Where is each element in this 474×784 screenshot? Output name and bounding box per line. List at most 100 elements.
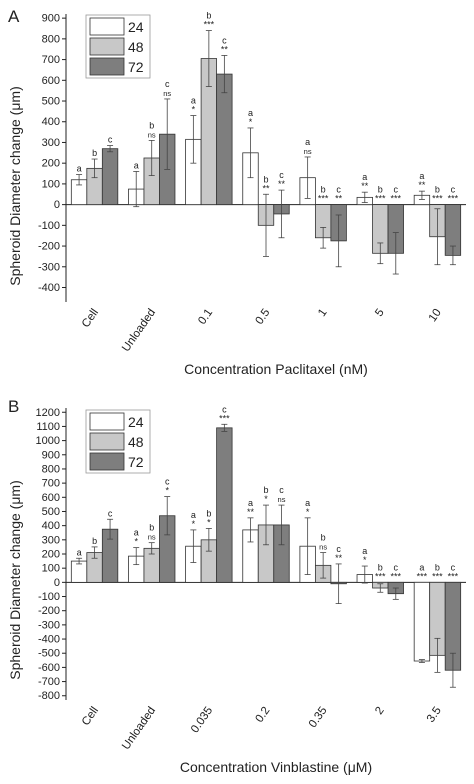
- y-tick-label: 800: [42, 33, 60, 45]
- significance-label: *: [207, 517, 211, 527]
- significance-label: ***: [375, 194, 386, 204]
- significance-label: *: [306, 507, 310, 517]
- y-tick-label: 200: [42, 549, 60, 561]
- group-letter: a: [191, 510, 196, 520]
- significance-label: **: [262, 183, 270, 193]
- legend-swatch-48: [89, 37, 125, 56]
- significance-label: ***: [391, 571, 402, 581]
- y-tick-label: 900: [42, 13, 60, 25]
- group-letter: b: [263, 485, 268, 495]
- group-letter: b: [321, 533, 326, 543]
- legend-label-72: 72: [128, 454, 144, 470]
- group-letter: c: [336, 185, 341, 195]
- panel-b-bars: [70, 423, 462, 688]
- panel-b-ylabel: Spheroid Diameter change (μm): [7, 480, 23, 680]
- y-tick-label: 1200: [36, 407, 60, 419]
- x-tick-label: 1: [316, 307, 330, 319]
- group-letter: c: [108, 135, 113, 145]
- y-tick-label: -400: [38, 634, 60, 646]
- group-letter: c: [279, 170, 284, 180]
- group-letter: a: [305, 498, 310, 508]
- y-tick-label: -300: [38, 261, 60, 273]
- group-letter: a: [134, 160, 139, 170]
- y-tick-label: -100: [38, 591, 60, 603]
- significance-label: ns: [278, 495, 286, 504]
- significance-label: ***: [204, 20, 215, 30]
- group-letter: b: [206, 11, 211, 21]
- legend-label-24: 24: [128, 414, 144, 430]
- panel-a-xlabel: Concentration Paclitaxel (nM): [184, 361, 368, 377]
- legend-swatch-24: [89, 412, 125, 431]
- y-tick-label: -300: [38, 619, 60, 631]
- y-tick-label: 100: [42, 178, 60, 190]
- significance-label: *: [363, 555, 367, 565]
- panel-b: B -800-700-600-500-400-300-200-100010020…: [7, 397, 466, 775]
- y-tick-label: 500: [42, 506, 60, 518]
- group-letter: c: [165, 79, 170, 89]
- significance-label: ns: [163, 89, 171, 98]
- y-tick-label: 200: [42, 158, 60, 170]
- group-letter: c: [394, 562, 399, 572]
- group-letter: b: [378, 185, 383, 195]
- significance-label: **: [361, 181, 369, 191]
- panel-a-label: A: [8, 7, 20, 26]
- significance-label: ***: [448, 194, 459, 204]
- significance-label: ***: [432, 194, 443, 204]
- significance-label: **: [335, 553, 343, 563]
- significance-label: *: [192, 519, 196, 529]
- y-tick-label: -700: [38, 676, 60, 688]
- significance-label: ns: [148, 130, 156, 139]
- y-tick-label: 300: [42, 534, 60, 546]
- significance-label: ns: [148, 533, 156, 542]
- y-tick-label: 500: [42, 96, 60, 108]
- group-letter: b: [378, 562, 383, 572]
- group-letter: a: [191, 96, 196, 106]
- bar-a-0.1-72: [216, 73, 233, 206]
- y-tick-label: 400: [42, 520, 60, 532]
- x-tick-label: 2: [373, 705, 387, 717]
- y-tick-label: 1100: [36, 421, 60, 433]
- y-tick-label: 600: [42, 75, 60, 87]
- legend-swatch-24: [89, 17, 125, 36]
- legend-swatch-72: [89, 57, 125, 76]
- group-letter: b: [263, 174, 268, 184]
- x-tick-label: Unloaded: [120, 705, 158, 752]
- group-letter: a: [362, 546, 367, 556]
- group-letter: b: [149, 120, 154, 130]
- y-tick-label: -200: [38, 241, 60, 253]
- legend-label-48: 48: [128, 39, 144, 55]
- y-tick-label: 100: [42, 563, 60, 575]
- group-letter: b: [321, 185, 326, 195]
- bar-b-0.035-72: [216, 427, 233, 583]
- significance-label: *: [134, 537, 138, 547]
- significance-label: *: [249, 117, 253, 127]
- legend-label-48: 48: [128, 434, 144, 450]
- significance-label: ns: [304, 147, 312, 156]
- group-letter: b: [92, 536, 97, 546]
- panel-a-ylabel: Spheroid Diameter change (μm): [7, 86, 23, 286]
- group-letter: a: [362, 172, 367, 182]
- panel-a-bars: [70, 30, 462, 275]
- y-tick-label: 700: [42, 54, 60, 66]
- x-tick-label: 3.5: [425, 705, 444, 725]
- group-letter: c: [222, 35, 227, 45]
- group-letter: c: [279, 485, 284, 495]
- bar-a-Cell-72: [101, 148, 119, 206]
- y-tick-label: 600: [42, 492, 60, 504]
- y-tick-label: -500: [38, 648, 60, 660]
- significance-label: ***: [391, 194, 402, 204]
- x-tick-label: Cell: [80, 307, 101, 330]
- panel-b-label: B: [8, 397, 19, 416]
- x-tick-label: 0.5: [253, 307, 272, 327]
- panel-a: A -400 -300 -200 -100 0 100 200 300 400 500 600 700…: [7, 7, 466, 377]
- x-tick-label: 10: [427, 307, 444, 324]
- group-letter: c: [394, 185, 399, 195]
- y-tick-label: 1000: [36, 435, 60, 447]
- group-letter: a: [305, 137, 310, 147]
- significance-label: *: [192, 105, 196, 115]
- y-tick-label: 900: [42, 449, 60, 461]
- x-tick-label: Cell: [80, 705, 101, 728]
- significance-label: **: [221, 44, 229, 54]
- group-letter: c: [451, 562, 456, 572]
